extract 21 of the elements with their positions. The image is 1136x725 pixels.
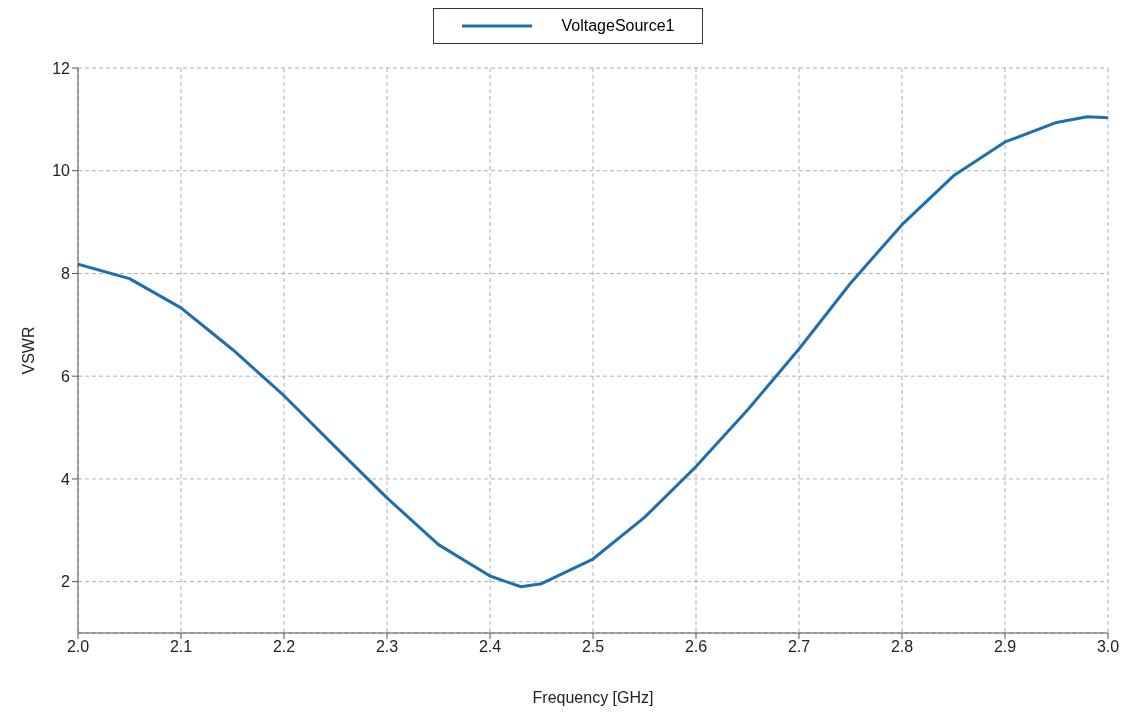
x-tick-label: 3.0: [1096, 638, 1120, 656]
legend-label: VoltageSource1: [561, 17, 675, 35]
line-series: [78, 115, 1108, 589]
x-axis-title: Frequency [GHz]: [532, 689, 654, 706]
x-tick-label: 2.7: [787, 638, 811, 656]
y-tick-label: 12: [52, 59, 71, 77]
y-tick-label: 4: [61, 470, 71, 488]
y-tick-label: 6: [61, 367, 71, 385]
x-tick-label: 2.1: [169, 638, 193, 656]
x-tick-label: 2.8: [890, 638, 914, 656]
y-tick-label: 8: [61, 265, 71, 283]
y-axis-title: VSWR: [19, 326, 37, 375]
x-tick-label: 2.5: [581, 638, 605, 656]
x-tick-label: 2.9: [993, 638, 1017, 656]
x-tick-label: 2.0: [66, 638, 90, 656]
x-tick-label: 2.2: [272, 638, 296, 656]
y-tick-label: 10: [52, 162, 71, 180]
y-tick-label: 2: [61, 573, 71, 591]
x-tick-label: 2.6: [684, 638, 708, 656]
x-tick-label: 2.4: [478, 638, 502, 656]
x-tick-label: 2.3: [375, 638, 399, 656]
